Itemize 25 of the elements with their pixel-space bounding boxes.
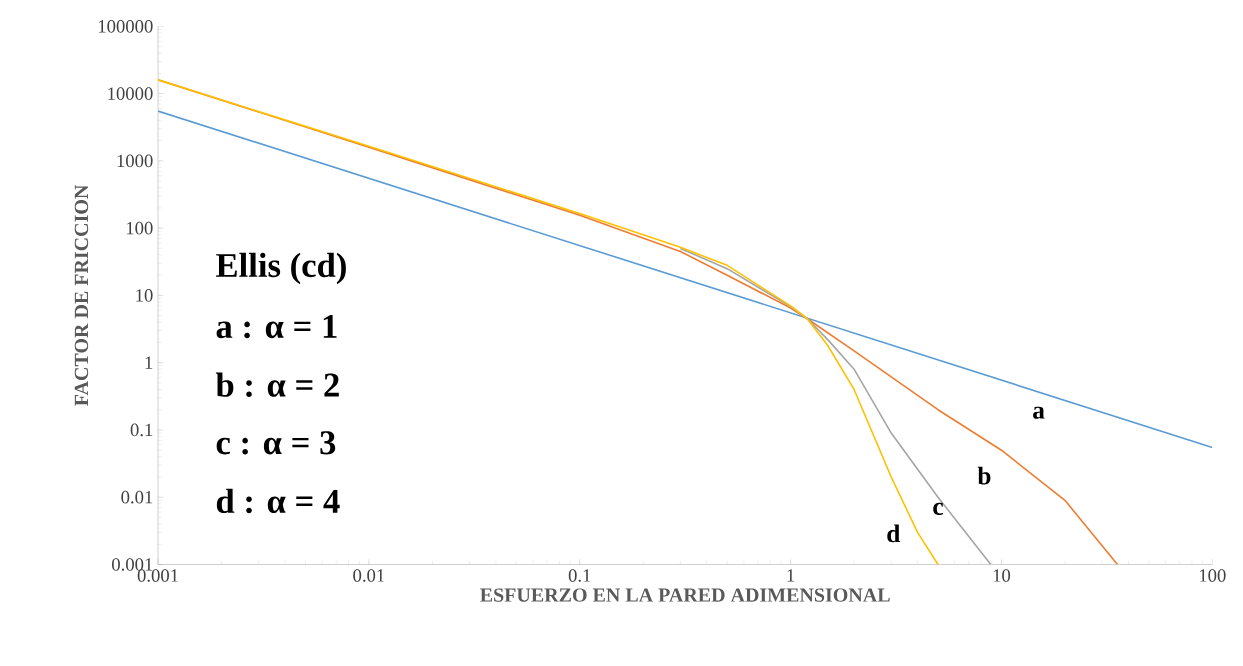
y-tick-label: 1000	[117, 154, 153, 168]
x-tick-label: 1	[787, 569, 795, 582]
annotation: c : α = 3	[216, 431, 336, 455]
y-tick-label: 0.001	[112, 558, 153, 572]
series-label: a	[1033, 406, 1045, 420]
y-tick-label: 100000	[98, 20, 153, 33]
y-tick-label: 10000	[108, 87, 153, 101]
y-tick-label: 1	[145, 356, 153, 370]
y-tick-label: 10	[136, 289, 153, 302]
x-axis-title: ESFUERZO EN LA PARED ADIMENSIONAL	[480, 588, 890, 603]
x-tick-label: 0.01	[353, 569, 385, 583]
y-tick-label: 0.1	[130, 423, 153, 437]
y-tick-label: 100	[126, 222, 153, 235]
x-tick-label: 100	[1199, 569, 1226, 583]
y-tick-label: 0.01	[121, 491, 153, 504]
y-axis-title: FACTOR DE FRICCION	[74, 185, 89, 407]
x-tick-label: 0.1	[568, 569, 591, 583]
annotation: b : α = 2	[215, 372, 339, 398]
annotation: a : α = 1	[216, 315, 337, 339]
series-label: c	[933, 503, 943, 516]
x-tick-label: 10	[993, 569, 1011, 583]
annotation: Ellis (cd)	[216, 253, 346, 285]
annotation: d : α = 4	[216, 488, 340, 514]
series-label: b	[977, 466, 991, 485]
series-label: d	[887, 524, 901, 543]
